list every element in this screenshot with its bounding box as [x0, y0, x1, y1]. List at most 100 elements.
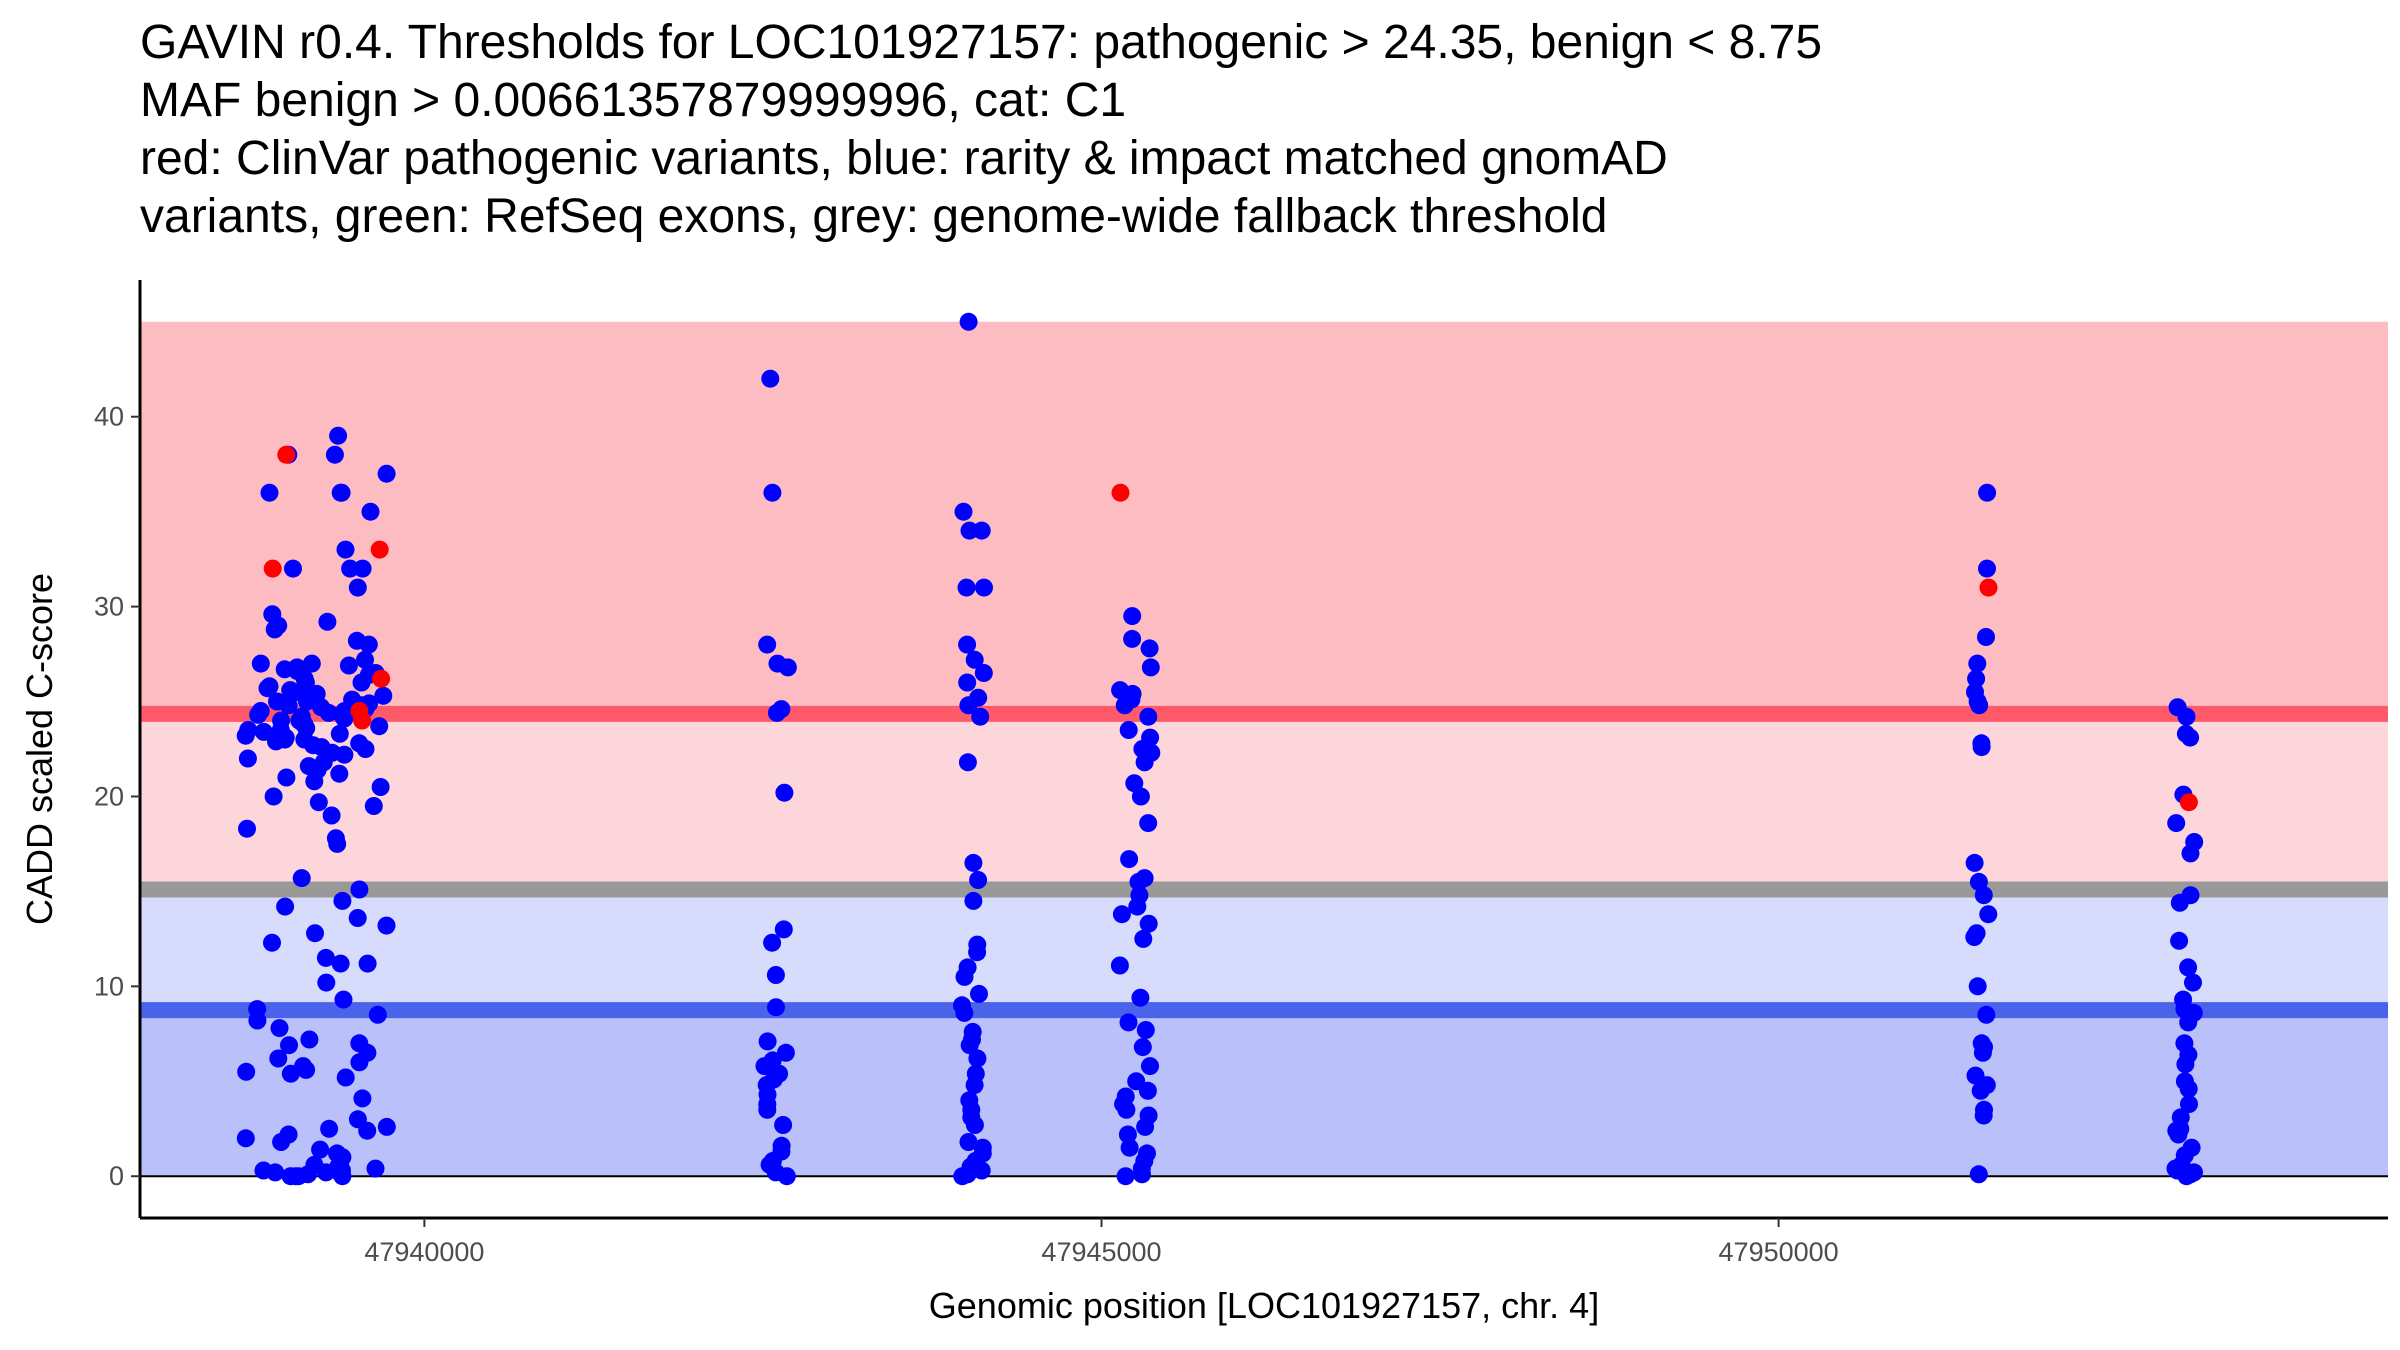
gnomad-point — [370, 717, 389, 736]
gnomad-point — [763, 933, 782, 952]
gnomad-point — [1968, 977, 1987, 996]
gnomad-point — [774, 920, 793, 939]
gnomad-point — [2170, 931, 2189, 950]
gnomad-point — [1978, 483, 1997, 502]
gnomad-point — [767, 703, 786, 722]
y-axis-title: CADD scaled C-score — [19, 573, 60, 925]
gnomad-point — [965, 1076, 984, 1095]
y-tick-label: 20 — [94, 781, 124, 811]
gnomad-point — [318, 612, 337, 631]
gnomad-point — [1133, 1165, 1151, 1184]
gnomad-point — [306, 924, 324, 943]
gnomad-point — [1974, 1106, 1993, 1125]
gnomad-point — [358, 954, 377, 973]
y-tick-label: 0 — [109, 1161, 124, 1191]
gnomad-point — [774, 1116, 793, 1134]
gnomad-point — [2181, 728, 2200, 747]
gnomad-point — [377, 1117, 396, 1136]
gnomad-point — [955, 1003, 974, 1022]
gnomad-point — [358, 1121, 377, 1140]
gnomad-point — [1965, 853, 1984, 872]
gnomad-point — [236, 726, 255, 745]
x-tick-label: 47945000 — [1041, 1237, 1161, 1267]
gnomad-point — [758, 1100, 777, 1119]
gnomad-point — [969, 871, 988, 889]
gnomad-point — [974, 664, 993, 682]
gnomad-point — [964, 891, 983, 910]
gnomad-point — [1139, 707, 1158, 726]
gnomad-point — [335, 709, 354, 728]
gnomad-point — [251, 654, 270, 673]
gnomad-point — [965, 1116, 984, 1134]
y-tick-label: 10 — [94, 971, 124, 1001]
gnomad-point — [1112, 905, 1131, 924]
x-tick-label: 47950000 — [1719, 1237, 1839, 1267]
gnomad-point — [1141, 1057, 1159, 1076]
zone-uncertain-lower — [140, 889, 2388, 1011]
threshold-zones — [140, 321, 2388, 1177]
gnomad-point — [968, 943, 987, 962]
gnomad-point — [238, 819, 256, 838]
gnomad-point — [366, 1159, 385, 1178]
gnomad-point — [1141, 658, 1160, 677]
gnomad-point — [2170, 893, 2189, 912]
gnomad-point — [350, 880, 369, 899]
zone-uncertain-upper — [140, 713, 2388, 890]
gnomad-point — [311, 1140, 330, 1159]
gnomad-point — [292, 869, 311, 888]
gnomad-point — [329, 426, 348, 445]
gnomad-point — [1119, 1013, 1138, 1032]
gnomad-point — [778, 658, 797, 677]
chart-subtitle-maf: MAF benign > 0.00661357879999996, cat: C… — [140, 74, 1127, 127]
gnomad-point — [968, 1049, 987, 1068]
gnomad-point — [1118, 1125, 1137, 1144]
gnomad-point — [333, 891, 352, 910]
gnomad-point — [957, 578, 976, 597]
gnomad-point — [2169, 1125, 2188, 1144]
gnomad-point — [356, 740, 375, 758]
gnomad-point — [364, 797, 383, 815]
gnomad-point — [2177, 707, 2196, 726]
gnomad-point — [361, 502, 380, 521]
gnomad-point — [265, 620, 284, 639]
gnomad-point — [264, 787, 283, 806]
gnomad-point — [975, 578, 993, 597]
gnomad-point — [955, 967, 974, 986]
gnomad-point — [258, 679, 277, 698]
gnomad-point — [297, 1060, 316, 1079]
gnomad-point — [298, 692, 316, 711]
gnomad-point — [331, 954, 350, 973]
gnomad-point — [331, 483, 350, 502]
gnomad-point — [1116, 1167, 1135, 1186]
gnomad-point — [1125, 774, 1144, 793]
gnomad-point — [2184, 973, 2202, 992]
gnomad-point — [319, 703, 338, 722]
gnomad-point — [1971, 1081, 1990, 1100]
gnomad-point — [1136, 1117, 1155, 1136]
gnomad-point — [330, 724, 349, 743]
gnomad-point — [334, 990, 353, 1009]
gnomad-point — [269, 1049, 288, 1068]
gnomad-point — [325, 445, 344, 464]
gnomad-point — [2179, 958, 2198, 977]
gnomad-point — [302, 654, 321, 673]
gnomad-point — [1123, 629, 1142, 648]
gnomad-point — [374, 686, 393, 705]
gnomad-point — [1119, 721, 1138, 739]
clinvar-point — [1111, 483, 1130, 502]
gnomad-point — [2177, 1167, 2196, 1186]
gnomad-point — [336, 1068, 355, 1087]
clinvar-point — [1979, 578, 1998, 597]
gnomad-point — [272, 1133, 291, 1151]
gnomad-point — [289, 1167, 308, 1186]
gnomad-point — [2179, 1013, 2198, 1032]
gnomad-point — [960, 521, 979, 540]
gnomad-point — [776, 1043, 795, 1062]
gnomad-point — [284, 559, 302, 578]
clinvar-point — [372, 669, 391, 688]
gnomad-point — [352, 673, 371, 692]
gnomad-point — [1965, 928, 1984, 946]
zone-pathogenic — [140, 321, 2388, 714]
gnomad-point — [377, 464, 396, 483]
gnomad-point — [1977, 1005, 1996, 1024]
